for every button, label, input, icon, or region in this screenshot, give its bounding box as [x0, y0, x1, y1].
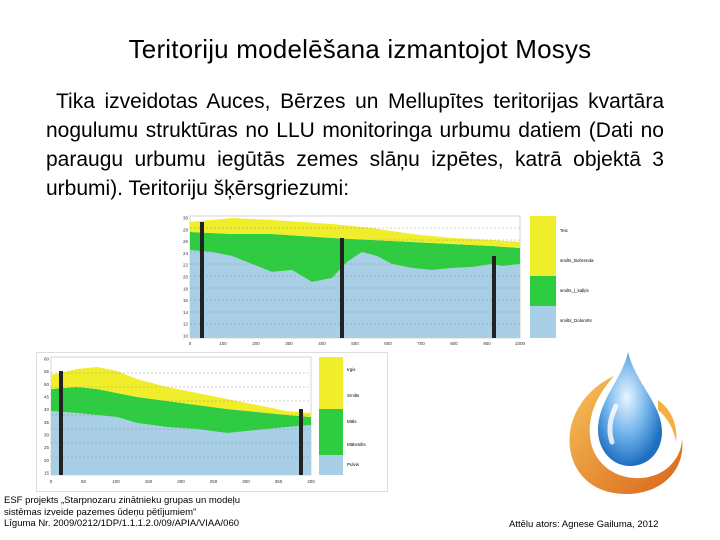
y-tick-label: 14 [183, 310, 189, 315]
legend-label: Smilts [347, 393, 360, 398]
y-tick-label: 10 [183, 334, 189, 339]
y-tick-label: 22 [183, 263, 189, 268]
project-line: sistēmas izveide pazemes ūdeņu pētījumie… [4, 506, 197, 518]
x-tick-label: 1000 [515, 341, 526, 346]
layer-mid-green [51, 387, 311, 433]
y-tick-label: 55 [44, 369, 50, 374]
body-paragraph-text: Tika izveidotas Auces, Bērzes un Mellupī… [46, 90, 664, 200]
x-tick-label: 200 [177, 479, 185, 484]
layer-top-yellow [190, 218, 520, 248]
cross-section-2-svg: 60 55 50 45 40 35 30 25 20 15 0 50 100 150 200 250 300 3… [44, 357, 367, 485]
layer-bottom-blue [190, 250, 520, 338]
slide-title: Teritoriju modelēšana izmantojot Mosys [128, 34, 592, 64]
contract-number: Līguma Nr. 2009/0212/1DP/1.1.1.2.0/09/AP… [4, 518, 240, 529]
water-drop-swirl-logo [562, 346, 690, 506]
legend-label: Irgis [347, 367, 356, 372]
legend-column: Irgis Smilts Māls Mālsmilts Pulvis [319, 357, 366, 475]
y-tick-label: 30 [183, 216, 189, 221]
image-author-credit: Attēlu ators: Agnese Gailuma, 2012 [509, 519, 659, 530]
borehole-markers [59, 371, 303, 475]
x-tick-label: 300 [242, 479, 250, 484]
cross-section-1-svg: 30 28 26 24 22 20 18 16 14 12 10 0 100 200 300 400 500 6… [183, 216, 594, 347]
legend-label: smilts_Bohrenda [560, 258, 594, 263]
y-tick-label: 60 [44, 357, 50, 362]
x-tick-label: 200 [252, 341, 260, 346]
x-tick-label: 800 [450, 341, 458, 346]
y-tick-label: 40 [44, 407, 50, 412]
x-tick-label: 50 [81, 479, 87, 484]
y-tick-label: 50 [44, 382, 50, 387]
x-tick-label: 600 [384, 341, 392, 346]
y-tick-label: 26 [183, 239, 189, 244]
x-axis-ticks: 0 50 100 150 200 250 300 350 400 [50, 479, 316, 484]
layer-top-yellow [51, 367, 311, 417]
x-tick-label: 100 [219, 341, 227, 346]
legend-label: Māls [347, 419, 357, 424]
x-tick-label: 400 [318, 341, 326, 346]
y-tick-label: 24 [183, 251, 189, 256]
y-axis-ticks: 60 55 50 45 40 35 30 25 20 15 [44, 357, 50, 476]
x-tick-label: 300 [285, 341, 293, 346]
x-tick-label: 0 [50, 479, 53, 484]
x-tick-label: 350 [275, 479, 283, 484]
x-tick-label: 900 [483, 341, 491, 346]
x-tick-label: 700 [417, 341, 425, 346]
y-tick-label: 28 [183, 227, 189, 232]
y-tick-label: 35 [44, 420, 50, 425]
project-line: ESF projekts „Starpnozaru zinātnieku gru… [4, 495, 241, 506]
legend-label: smilts_Dolomīts [560, 318, 593, 323]
x-tick-label: 500 [351, 341, 359, 346]
x-axis-ticks: 0 100 200 300 400 500 600 700 800 900 1000 [189, 341, 526, 346]
cross-section-figure-1: 30 28 26 24 22 20 18 16 14 12 10 0 100 200 300 400 500 6… [172, 212, 608, 352]
legend-label: smilts_ļ_kaļķis [560, 288, 590, 293]
y-tick-label: 18 [183, 286, 189, 291]
y-tick-label: 15 [44, 471, 50, 476]
y-tick-label: 30 [44, 433, 50, 438]
grid-lines [190, 227, 520, 325]
y-tick-label: 45 [44, 395, 50, 400]
y-tick-label: 20 [44, 458, 50, 463]
cross-section-figure-2: 60 55 50 45 40 35 30 25 20 15 0 50 100 150 200 250 300 3… [36, 352, 388, 492]
legend-label: Mālsmilts [347, 442, 366, 447]
y-tick-label: 25 [44, 445, 50, 450]
body-paragraph: Tika izveidotas Auces, Bērzes un Mellupī… [46, 87, 664, 203]
x-tick-label: 150 [145, 479, 153, 484]
y-tick-label: 20 [183, 275, 189, 280]
legend-label: Teic [560, 228, 569, 233]
legend-column: Teic smilts_Bohrenda smilts_ļ_kaļķis smi… [530, 216, 594, 338]
y-tick-label: 12 [183, 322, 189, 327]
x-tick-label: 250 [210, 479, 218, 484]
borehole-markers [200, 222, 496, 338]
project-footer: ESF projekts „Starpnozaru zinātnieku gru… [4, 495, 274, 530]
x-tick-label: 100 [112, 479, 120, 484]
x-tick-label: 0 [189, 341, 192, 346]
logo-icon [569, 352, 683, 494]
layer-mid-green [190, 232, 520, 282]
legend-label: Pulvis [347, 462, 360, 467]
y-axis-ticks: 30 28 26 24 22 20 18 16 14 12 10 [183, 216, 189, 339]
grid-lines [51, 372, 311, 458]
x-tick-label: 400 [307, 479, 315, 484]
y-tick-label: 16 [183, 298, 189, 303]
